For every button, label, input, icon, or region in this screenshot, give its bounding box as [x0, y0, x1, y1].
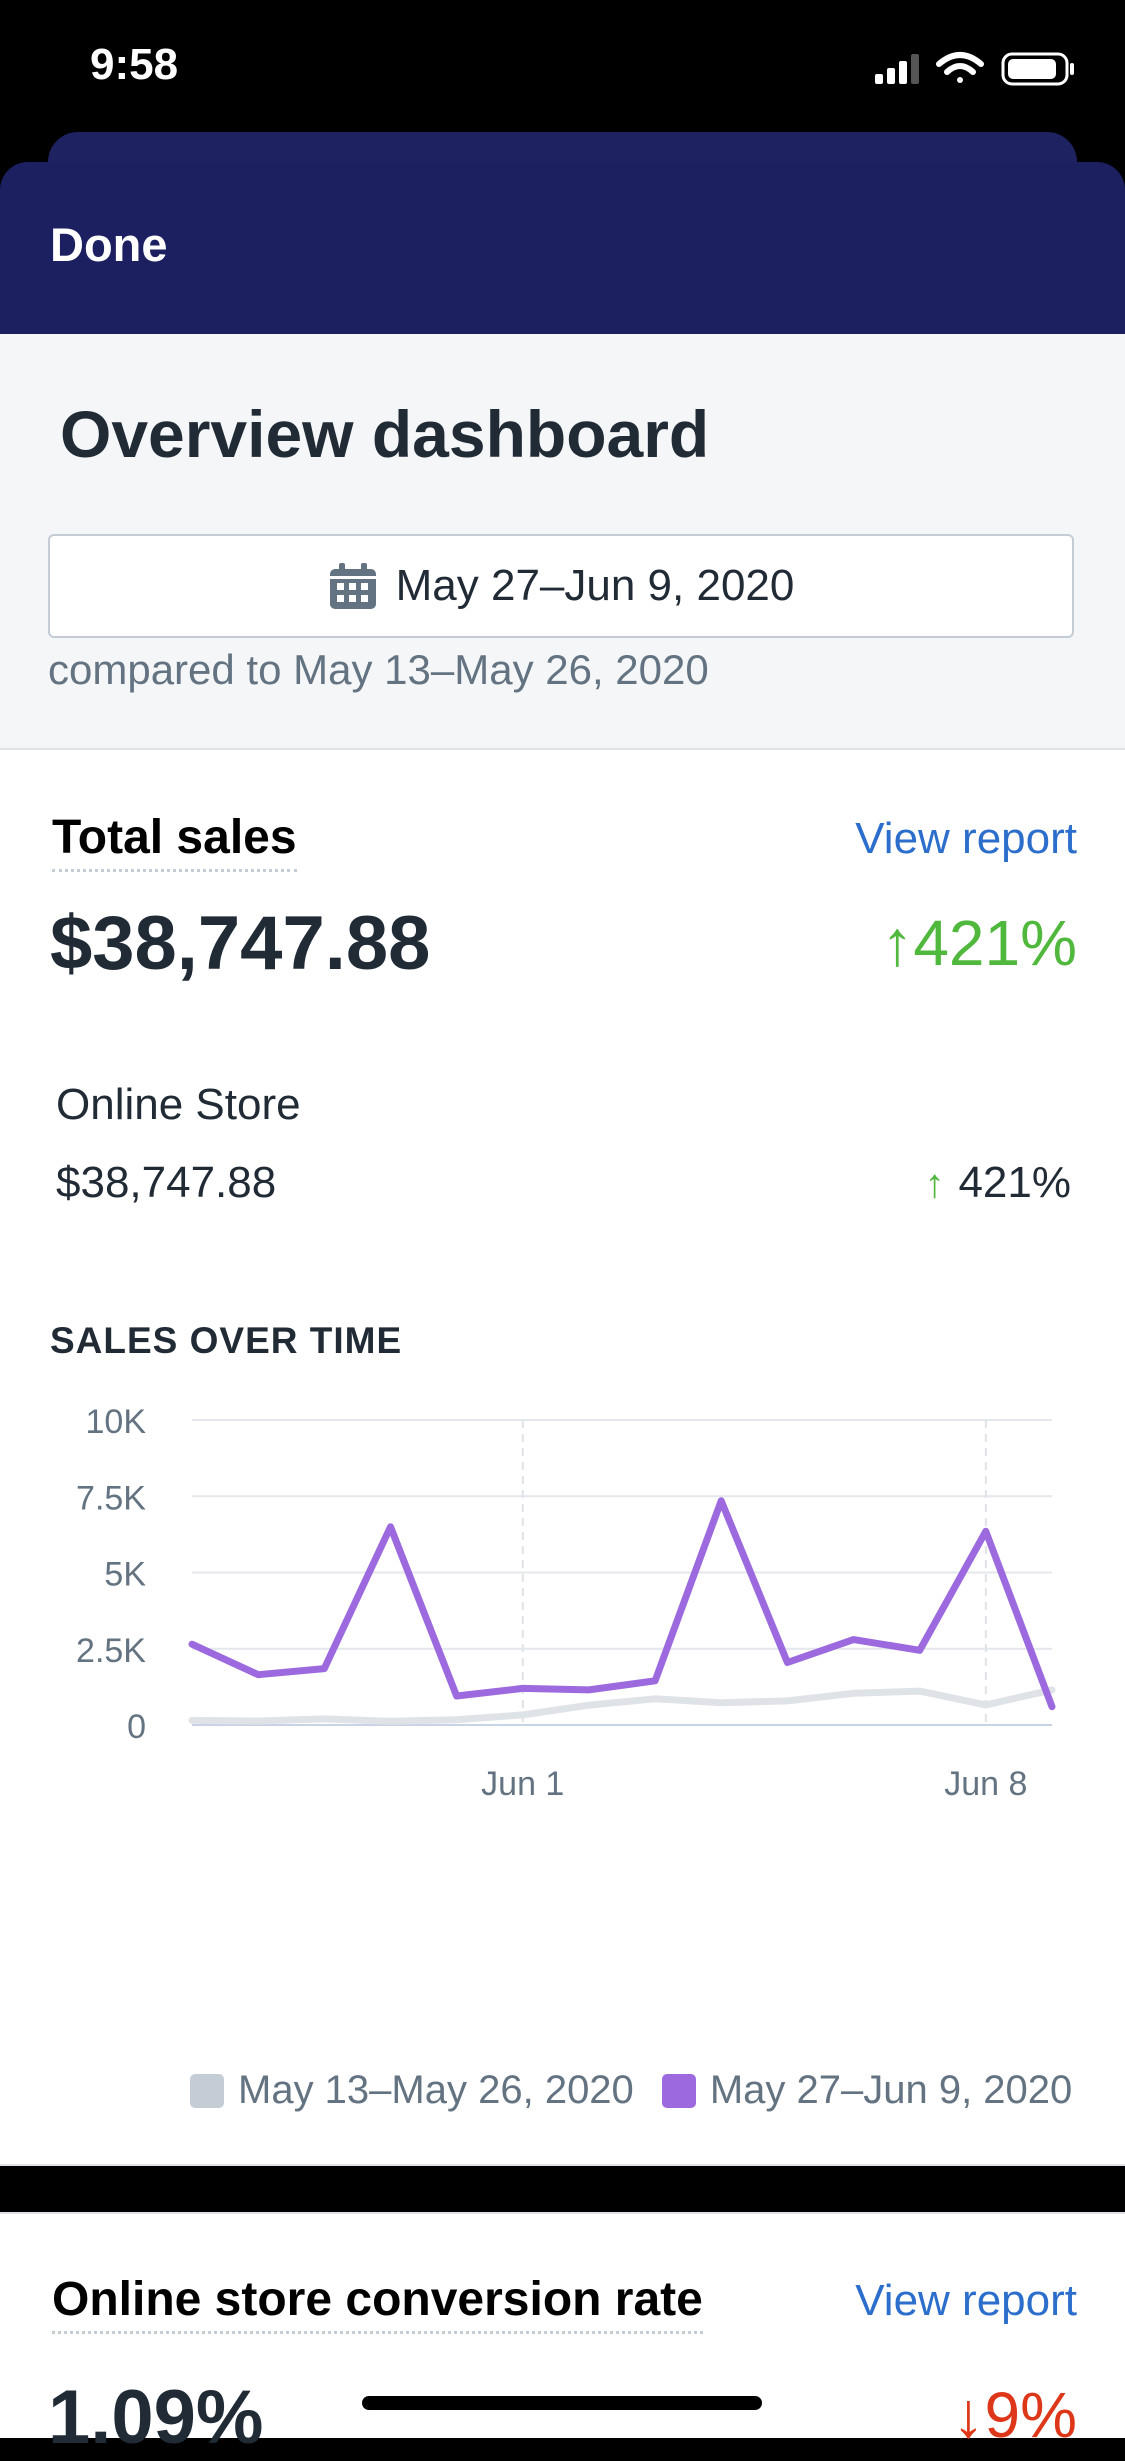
signal-icon [875, 54, 919, 84]
conversion-view-report-link[interactable]: View report [855, 2276, 1077, 2325]
arrow-up-icon: ↑ [881, 907, 914, 979]
status-icons [875, 48, 1085, 93]
conversion-rate-value: 1.09% [48, 2375, 264, 2460]
status-bar: 9:58 [0, 0, 1125, 135]
total-sales-title[interactable]: Total sales [52, 810, 297, 872]
calendar-icon [329, 563, 376, 609]
arrow-down-icon: ↓ [952, 2379, 985, 2451]
online-store-change: ↑ 421% [924, 1158, 1071, 1208]
dashboard-header: Overview dashboard May 27–Jun 9, 2020 co… [0, 334, 1125, 750]
date-range-label: May 27–Jun 9, 2020 [395, 561, 795, 610]
legend-swatch-current [661, 2073, 696, 2108]
chart-legend: May 13–May 26, 2020 May 27–Jun 9, 2020 [190, 2068, 1072, 2113]
online-store-value: $38,747.88 [56, 1158, 277, 1207]
conversion-rate-title[interactable]: Online store conversion rate [52, 2272, 703, 2334]
done-button[interactable]: Done [50, 218, 168, 271]
series-line-current [188, 1497, 1056, 1711]
total-sales-view-report-link[interactable]: View report [855, 814, 1077, 863]
y-tick-label: 2.5K [76, 1632, 146, 1670]
total-sales-change-value: 421% [913, 907, 1077, 979]
y-tick-label: 10K [86, 1403, 147, 1441]
legend-label-current: May 27–Jun 9, 2020 [709, 2068, 1073, 2112]
y-tick-label: 7.5K [76, 1479, 146, 1517]
online-store-label: Online Store [56, 1080, 301, 1129]
legend-label-previous: May 13–May 26, 2020 [238, 2068, 634, 2112]
series-line-previous [188, 1686, 1056, 1725]
battery-icon [1001, 52, 1074, 86]
legend-swatch-previous [190, 2073, 224, 2108]
x-tick-label: Jun 8 [944, 1765, 1027, 1803]
conversion-rate-change: ↓9% [953, 2378, 1078, 2452]
comparison-label: compared to May 13–May 26, 2020 [48, 646, 709, 693]
date-range-button[interactable]: May 27–Jun 9, 2020 [48, 534, 1074, 638]
status-time: 9:58 [90, 40, 179, 89]
arrow-up-icon: ↑ [924, 1162, 945, 1206]
y-tick-label: 5K [104, 1556, 146, 1594]
total-sales-change: ↑421% [881, 906, 1077, 980]
conversion-change-value: 9% [984, 2379, 1078, 2451]
sales-over-time-title: SALES OVER TIME [50, 1320, 403, 1361]
wifi-icon [936, 52, 984, 83]
navigation-bar: Done [0, 162, 1125, 334]
sales-over-time-chart: 10K 7.5K 5K 2.5K 0 Jun 1 Jun 8 [76, 1403, 1056, 1803]
home-indicator[interactable] [362, 2396, 762, 2410]
total-sales-card: Total sales View report $38,747.88 ↑421%… [0, 750, 1125, 2166]
x-tick-label: Jun 1 [481, 1765, 564, 1803]
page-title: Overview dashboard [60, 397, 710, 471]
online-store-change-value: 421% [958, 1158, 1071, 1207]
y-tick-label: 0 [127, 1708, 146, 1746]
total-sales-value: $38,747.88 [50, 901, 431, 986]
